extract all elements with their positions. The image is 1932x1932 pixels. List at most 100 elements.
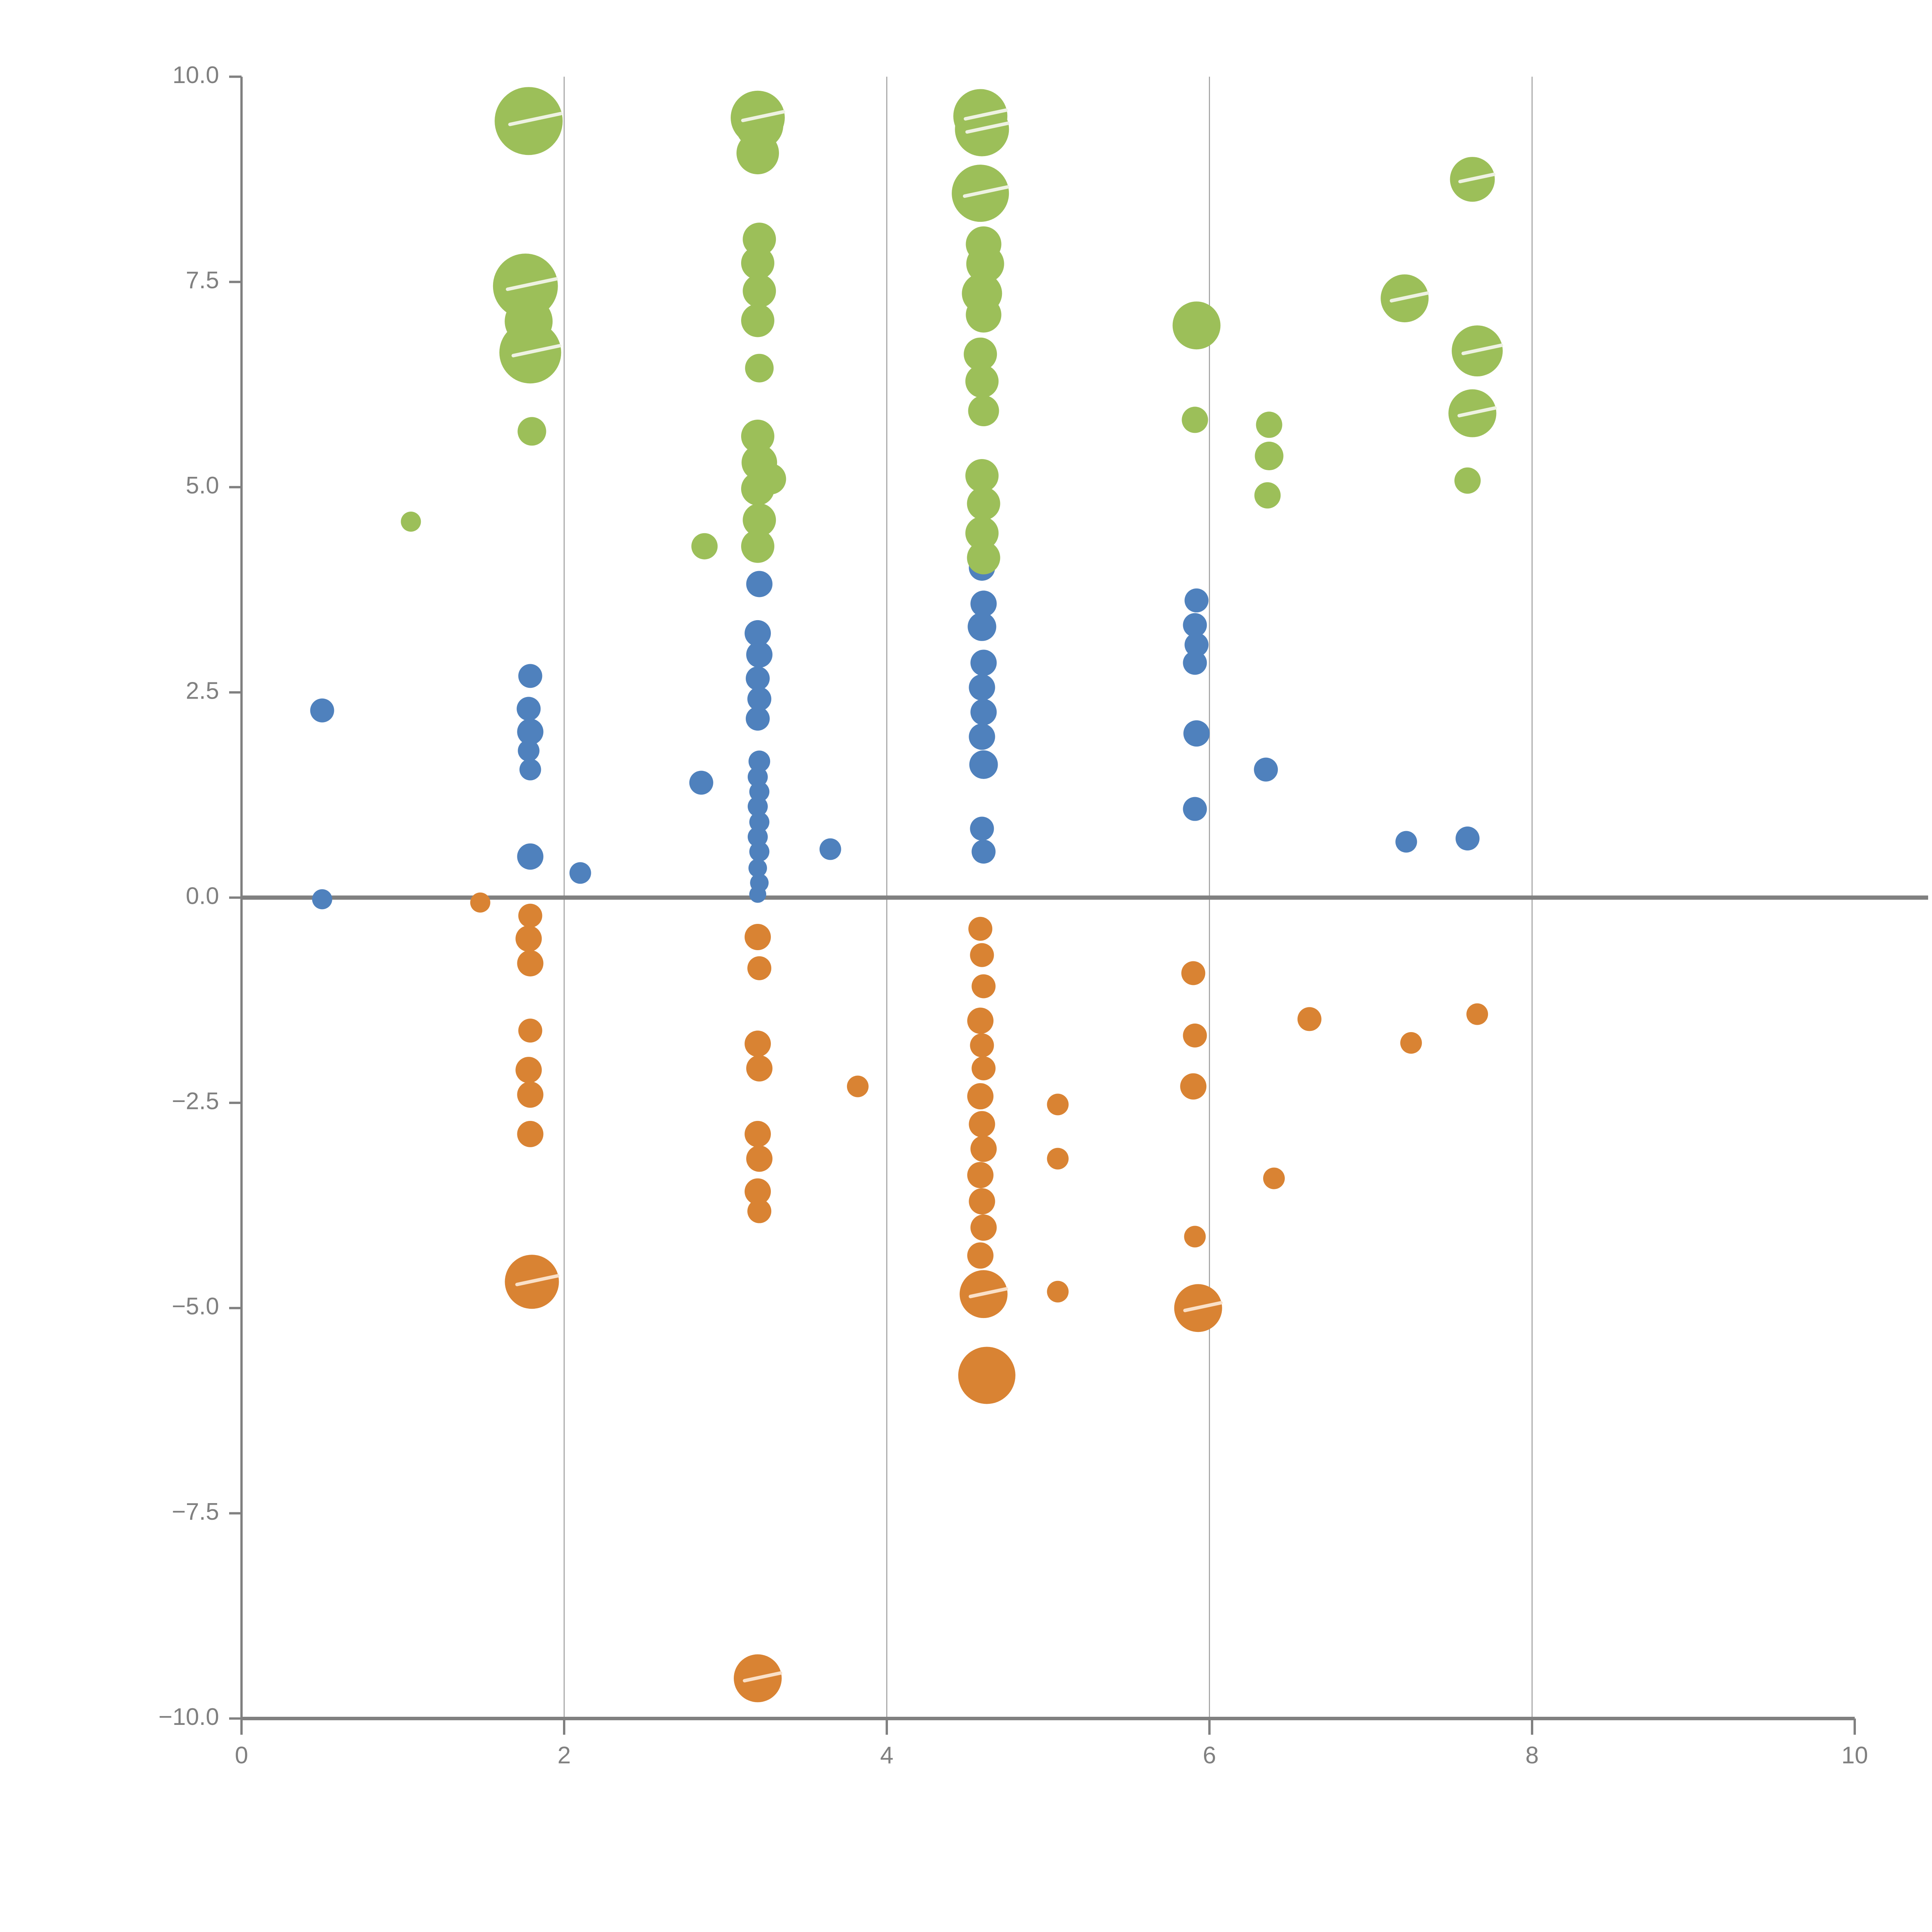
data-point [743, 223, 776, 256]
data-point [971, 1056, 996, 1080]
data-point [741, 420, 774, 453]
data-point [966, 297, 1002, 333]
data-point [819, 838, 841, 860]
data-point [1254, 482, 1281, 509]
data-point [748, 750, 770, 772]
series-blue [310, 554, 1480, 910]
y-tick-labels: −10.0 −7.5 −5.0 −2.5 0.0 2.5 5.0 7.5 10.0 [158, 62, 219, 1730]
data-point [746, 571, 773, 597]
x-tick-label: 2 [558, 1742, 571, 1769]
data-point [519, 759, 541, 781]
whisker-tick [1458, 172, 1496, 184]
data-point [518, 664, 543, 688]
whisker-tick [1461, 344, 1503, 355]
data-point [970, 699, 997, 725]
whisker-tick [508, 112, 563, 126]
y-tick-label: 5.0 [186, 472, 219, 499]
data-point [958, 1347, 1015, 1404]
data-point [970, 1136, 997, 1162]
whisker-tick [506, 277, 558, 291]
x-tick-label: 10 [1842, 1742, 1868, 1769]
data-point [745, 923, 771, 950]
data-point [965, 516, 999, 550]
data-point [517, 697, 541, 721]
data-point [1183, 613, 1207, 637]
data-point [747, 687, 772, 711]
data-point [745, 620, 771, 646]
data-point [847, 1075, 869, 1097]
data-point [967, 1162, 994, 1189]
data-point [745, 1178, 771, 1205]
data-point [569, 862, 591, 884]
data-point [1454, 467, 1481, 494]
data-point [968, 917, 993, 941]
y-tick-label: −2.5 [172, 1088, 219, 1115]
data-point [691, 533, 718, 560]
data-point [1172, 301, 1221, 350]
data-point [970, 590, 997, 617]
data-point [745, 354, 774, 383]
data-point [1184, 1226, 1206, 1248]
data-point [517, 417, 546, 446]
x-tick-label: 8 [1526, 1742, 1539, 1769]
data-point [748, 827, 768, 847]
data-point [749, 886, 766, 903]
data-point [1254, 757, 1278, 782]
whisker-tick [1389, 291, 1429, 303]
data-point [967, 487, 1000, 520]
data-point [517, 843, 544, 870]
data-point [747, 1199, 772, 1223]
data-point [970, 1214, 997, 1241]
whisker-tick [1183, 1301, 1223, 1312]
x-tick-label: 6 [1203, 1742, 1216, 1769]
data-point [736, 132, 779, 175]
data-point [967, 1007, 994, 1034]
data-point [517, 718, 544, 745]
data-point [515, 925, 542, 952]
data-point [1183, 720, 1210, 747]
y-tick-label: 0.0 [186, 883, 219, 909]
whisker-tick [968, 1287, 1008, 1298]
whisker-tick [963, 185, 1009, 198]
data-points [310, 87, 1503, 1702]
data-point [1182, 406, 1208, 433]
x-tick-label: 0 [235, 1742, 248, 1769]
x-tick-labels: 0 2 4 6 8 10 [235, 1742, 1868, 1769]
y-tick-label: 7.5 [186, 267, 219, 294]
data-point [1466, 1003, 1488, 1025]
data-point [401, 511, 421, 532]
data-point [1180, 1073, 1207, 1100]
data-point [747, 956, 772, 980]
data-point [749, 842, 770, 862]
data-point [1184, 588, 1209, 612]
data-point [969, 1188, 995, 1215]
data-point [1263, 1167, 1285, 1189]
y-tick-label: −10.0 [158, 1704, 219, 1730]
whisker-tick [741, 110, 785, 122]
y-tick-label: 10.0 [172, 62, 219, 88]
data-point [967, 1242, 994, 1269]
data-point [1255, 442, 1284, 471]
data-point [968, 395, 999, 427]
series-green [401, 87, 1503, 575]
data-point [515, 1057, 542, 1083]
data-point [1256, 412, 1282, 438]
data-point [741, 304, 774, 337]
whisker-tick [515, 1274, 560, 1286]
data-point [505, 100, 553, 148]
data-point [518, 1019, 543, 1043]
data-point [1047, 1148, 1069, 1170]
data-point [470, 892, 490, 913]
data-point [741, 472, 774, 505]
data-point [746, 1055, 773, 1082]
data-point [741, 529, 774, 563]
whisker-tick [965, 121, 1010, 134]
data-point [689, 770, 713, 795]
data-point [517, 1081, 544, 1108]
data-point [746, 641, 773, 668]
data-point [1183, 1023, 1207, 1048]
y-tick-label: −5.0 [172, 1293, 219, 1320]
data-point [1395, 831, 1417, 853]
x-tick-label: 4 [880, 1742, 893, 1769]
